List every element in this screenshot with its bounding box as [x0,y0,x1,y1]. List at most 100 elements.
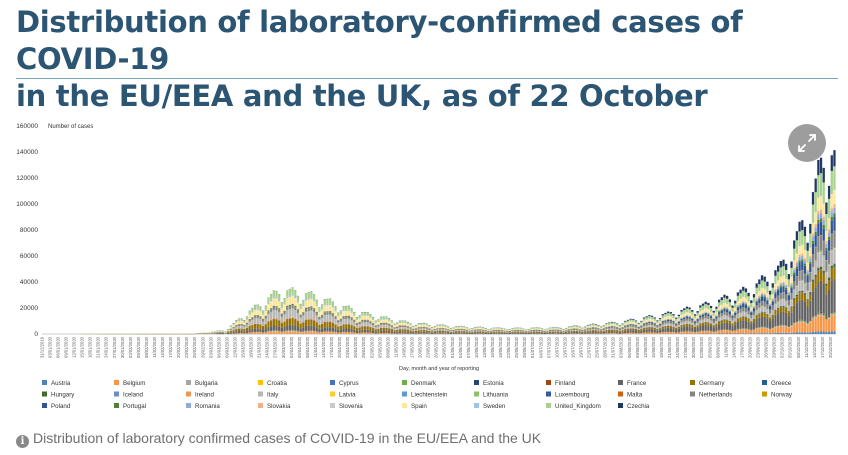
bar-segment [256,332,259,334]
bar-segment [261,319,265,321]
bar-segment [489,329,493,331]
bar-segment [310,318,313,320]
bar-segment [379,332,383,334]
bar-segment [267,326,270,331]
bar-segment [420,328,423,330]
bar-segment [261,310,265,314]
bar-segment [310,297,313,299]
bar-segment [291,324,294,331]
bar-segment [358,323,361,328]
bar-segment [602,328,605,330]
bar-segment [540,328,544,330]
bar-segment [331,322,334,323]
bar-segment [540,332,544,333]
bar-segment [339,310,343,314]
bar-segment [535,328,538,330]
bar-segment [283,326,286,331]
bar-segment [607,323,611,325]
bar-segment [441,326,444,328]
bar-segment [599,326,603,328]
bar-segment [237,318,241,321]
bar-segment [417,330,420,332]
bar-segment [280,302,284,307]
bar-segment [581,330,584,332]
bar-segment [296,321,300,327]
bar-segment [607,322,611,324]
bar-segment [409,333,412,334]
bar-segment [369,323,372,327]
bar-segment [573,327,576,329]
bar-segment [355,330,359,333]
bar-segment [326,303,329,306]
bar-segment [498,331,501,333]
bar-segment [535,330,538,332]
bar-segment [602,325,605,327]
bar-segment [278,301,281,308]
bar-segment [393,327,396,329]
bar-segment [524,329,528,331]
bar-segment [377,326,380,329]
bar-segment [508,332,512,334]
bar-segment [586,329,589,331]
bar-segment [449,329,453,331]
bar-segment [379,328,383,331]
bar-segment [245,323,249,325]
bar-segment [401,326,404,330]
bar-segment [307,331,310,334]
bar-segment [578,327,581,329]
bar-segment [538,330,541,332]
bar-segment [256,315,259,318]
bar-segment [457,326,461,328]
bar-segment [275,318,278,320]
bar-segment [243,326,246,329]
bar-segment [484,332,487,334]
bar-segment [353,329,356,333]
bar-segment [597,330,600,332]
bar-segment [347,309,351,311]
bar-segment [291,295,294,304]
bar-segment [347,316,351,319]
bar-segment [347,310,351,316]
bar-segment [355,317,359,320]
bar-segment [388,333,391,334]
bar-segment [495,332,498,334]
bar-segment [492,332,495,334]
bar-segment [396,322,399,325]
bar-segment [610,332,613,334]
bar-segment [227,331,230,333]
bar-segment [398,331,402,333]
bar-segment [312,299,316,302]
bar-segment [302,322,305,328]
bar-segment [235,329,238,332]
bar-segment [304,307,308,309]
bar-segment [302,331,305,334]
bar-segment [492,331,495,333]
bar-segment [546,331,549,333]
bar-segment [369,327,372,331]
bar-segment [235,331,238,333]
bar-segment [463,329,466,332]
bar-segment [366,320,369,322]
bar-segment [388,320,391,321]
bar-segment [307,308,310,311]
bar-segment [610,327,613,330]
bar-segment [280,332,284,334]
bar-segment [334,310,337,312]
bar-segment [256,304,259,309]
bar-segment [508,329,512,330]
bar-segment [404,329,407,332]
bar-segment [613,327,616,328]
bar-segment [406,333,410,334]
bar-segment [522,329,525,331]
bar-segment [310,298,313,306]
bar-segment [616,327,619,329]
bar-segment [406,324,410,327]
bar-segment [581,328,584,329]
bar-segment [264,323,267,325]
bar-segment [471,330,474,332]
bar-segment [288,289,292,296]
bar-segment [605,333,608,334]
bar-segment [240,324,243,326]
bar-segment [583,332,587,334]
bar-segment [422,333,426,334]
